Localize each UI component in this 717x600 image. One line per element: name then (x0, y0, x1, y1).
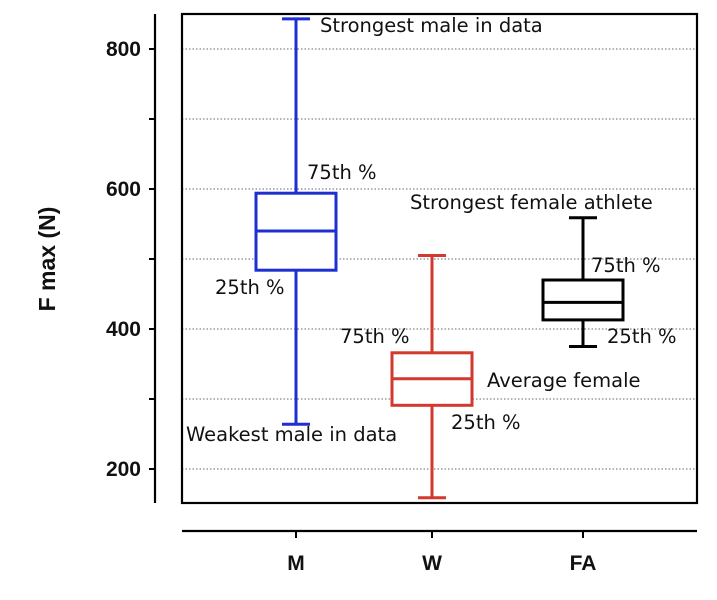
annotation-label: Weakest male in data (186, 423, 397, 446)
box-W (390, 254, 474, 500)
y-tick-label: 600 (106, 178, 141, 201)
box-M (254, 17, 338, 426)
box-FA (541, 216, 625, 348)
x-tick-label: M (287, 552, 305, 575)
annotation-label: Strongest male in data (320, 14, 543, 37)
axis-layer: 200 400 600 800 F max (N) M W FA (34, 12, 699, 575)
annotation-label: 75th % (307, 161, 377, 184)
x-tick-label: W (422, 552, 442, 575)
box-layer (254, 17, 625, 500)
annotation-label: 25th % (451, 411, 521, 434)
y-tick-label: 400 (106, 318, 141, 341)
annotation-label: 25th % (607, 325, 677, 348)
x-tick-label: FA (570, 552, 597, 575)
annotation-label: 75th % (340, 325, 410, 348)
y-tick-label: 200 (106, 458, 141, 481)
y-axis-title: F max (N) (34, 207, 60, 312)
annotation-label: 75th % (591, 254, 661, 277)
plot-frame (180, 12, 699, 505)
annotation-label: 25th % (215, 276, 285, 299)
y-tick-label: 800 (106, 38, 141, 61)
iqr-box (541, 278, 625, 322)
annotation-label: Strongest female athlete (410, 191, 653, 214)
annotation-label: Average female (487, 369, 641, 392)
annotation-layer: Strongest male in data 75th % 25th % Weakes… (186, 14, 677, 446)
